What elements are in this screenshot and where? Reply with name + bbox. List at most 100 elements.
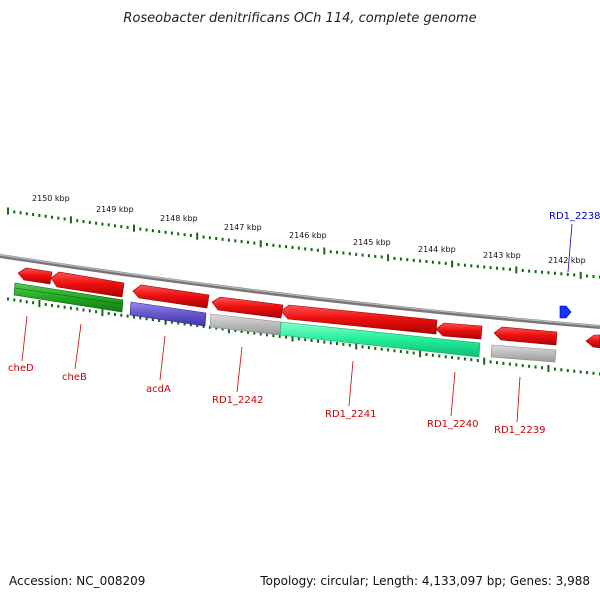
major-tick: [196, 232, 199, 240]
gene-feature[interactable]: [209, 313, 282, 336]
gene-arrow-partial[interactable]: [585, 334, 600, 349]
minor-tick: [329, 250, 332, 254]
map-title: Roseobacter denitrificans OCh 114, compl…: [123, 11, 476, 26]
gene-feature[interactable]: [129, 301, 207, 327]
minor-tick: [114, 224, 116, 228]
gene-label[interactable]: RD1_2240: [427, 419, 478, 430]
gene-label[interactable]: cheD: [8, 363, 34, 374]
gene-label[interactable]: RD1_2241: [325, 409, 376, 420]
major-tick: [483, 357, 486, 365]
minor-tick: [367, 346, 370, 350]
minor-tick: [177, 232, 180, 236]
minor-tick: [101, 222, 104, 226]
gene-feature[interactable]: [490, 344, 557, 363]
major-tick: [323, 247, 326, 255]
minor-tick: [170, 231, 173, 235]
gene-label[interactable]: acdA: [146, 384, 171, 395]
gene-feature[interactable]: [13, 282, 124, 313]
minor-tick: [412, 351, 415, 355]
minor-tick: [139, 316, 142, 320]
gene-arrow-rd1-2239[interactable]: [493, 326, 558, 346]
minor-tick: [69, 306, 72, 310]
tick-label: 2148 kbp: [160, 214, 198, 223]
minor-tick: [374, 346, 377, 350]
minor-tick: [304, 338, 307, 342]
minor-tick: [13, 210, 16, 214]
minor-tick: [234, 329, 237, 333]
minor-tick: [528, 364, 531, 368]
minor-tick: [19, 299, 22, 303]
major-tick: [69, 216, 72, 224]
major-tick: [355, 342, 358, 350]
genome-backbone-highlight: [0, 254, 600, 327]
minor-tick: [221, 327, 224, 331]
minor-tick: [323, 340, 326, 344]
minor-tick: [158, 230, 161, 233]
minor-tick: [496, 266, 498, 270]
minor-tick: [164, 230, 167, 234]
minor-tick: [82, 220, 85, 223]
minor-tick: [361, 253, 364, 257]
minor-tick: [592, 275, 595, 278]
minor-tick: [361, 345, 364, 349]
minor-tick: [444, 261, 447, 265]
minor-tick: [316, 339, 319, 343]
minor-tick: [393, 349, 396, 353]
minor-tick: [234, 239, 237, 243]
minor-tick: [247, 240, 249, 244]
gene-arrow-cheb[interactable]: [50, 271, 125, 298]
major-tick: [227, 326, 230, 334]
minor-tick: [285, 245, 288, 249]
minor-tick: [399, 349, 402, 353]
genome-backbone: [0, 254, 600, 329]
minor-tick: [151, 229, 154, 233]
minor-tick: [170, 320, 173, 324]
minor-tick: [547, 271, 550, 275]
minor-tick: [95, 221, 98, 225]
minor-tick: [253, 331, 256, 335]
major-tick: [259, 240, 262, 248]
tick-label: 2142 kbp: [548, 256, 586, 265]
gene-arrow-rd1-2238[interactable]: [559, 305, 572, 319]
minor-tick: [253, 241, 256, 245]
minor-tick: [553, 271, 556, 275]
minor-tick: [406, 258, 409, 262]
gene-arrow-rd1-2241[interactable]: [280, 304, 438, 335]
gene-arrow-rd1-2240[interactable]: [435, 322, 483, 340]
minor-tick: [151, 318, 154, 322]
minor-tick: [470, 264, 473, 268]
gene-arrow-rd1-2242[interactable]: [211, 296, 284, 319]
upper-tick-row: [7, 207, 600, 279]
major-tick: [7, 207, 9, 215]
minor-tick: [508, 362, 511, 366]
minor-tick: [329, 341, 332, 345]
minor-tick: [528, 269, 531, 273]
gene-feature[interactable]: [279, 321, 481, 358]
minor-tick: [374, 254, 377, 258]
minor-tick: [297, 337, 300, 341]
minor-tick: [57, 216, 60, 220]
minor-tick: [189, 233, 192, 237]
minor-tick: [202, 235, 205, 239]
gene-label[interactable]: RD1_2242: [212, 395, 263, 406]
minor-tick: [304, 247, 307, 251]
minor-tick: [177, 321, 180, 325]
gene-arrow-acda[interactable]: [132, 284, 210, 309]
minor-tick: [496, 361, 498, 365]
gene-track: [17, 267, 600, 349]
minor-tick: [13, 298, 16, 302]
minor-tick: [183, 233, 186, 237]
gene-label[interactable]: cheB: [62, 372, 87, 383]
minor-tick: [560, 272, 563, 276]
gene-label[interactable]: RD1_2238: [549, 211, 600, 222]
gene-arrow-ched[interactable]: [17, 267, 53, 285]
minor-tick: [114, 312, 116, 316]
minor-tick: [476, 264, 479, 268]
gene-label[interactable]: RD1_2239: [494, 425, 545, 436]
minor-tick: [51, 303, 53, 307]
minor-tick: [425, 260, 428, 263]
minor-tick: [521, 364, 524, 368]
minor-tick: [285, 335, 288, 339]
minor-tick: [215, 326, 218, 330]
